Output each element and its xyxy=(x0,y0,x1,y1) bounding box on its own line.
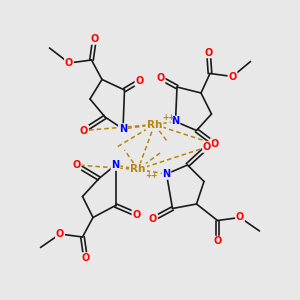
Text: O: O xyxy=(65,58,73,68)
Text: O: O xyxy=(236,212,244,223)
Text: O: O xyxy=(210,139,219,149)
Text: O: O xyxy=(156,73,165,83)
Text: Rh: Rh xyxy=(130,164,146,175)
Text: O: O xyxy=(203,142,211,152)
Text: O: O xyxy=(132,209,141,220)
Text: O: O xyxy=(149,214,157,224)
Text: N: N xyxy=(162,169,171,179)
Text: ++: ++ xyxy=(162,112,174,122)
Text: O: O xyxy=(90,34,99,44)
Text: N: N xyxy=(171,116,180,127)
Text: O: O xyxy=(72,160,81,170)
Text: N: N xyxy=(111,160,120,170)
Text: O: O xyxy=(56,229,64,239)
Text: O: O xyxy=(228,71,237,82)
Text: O: O xyxy=(204,47,213,58)
Text: O: O xyxy=(81,253,90,263)
Text: Rh: Rh xyxy=(147,119,162,130)
Text: O: O xyxy=(80,125,88,136)
Text: O: O xyxy=(135,76,144,86)
Text: O: O xyxy=(213,236,222,247)
Text: N: N xyxy=(119,124,127,134)
Text: ++: ++ xyxy=(145,171,158,180)
